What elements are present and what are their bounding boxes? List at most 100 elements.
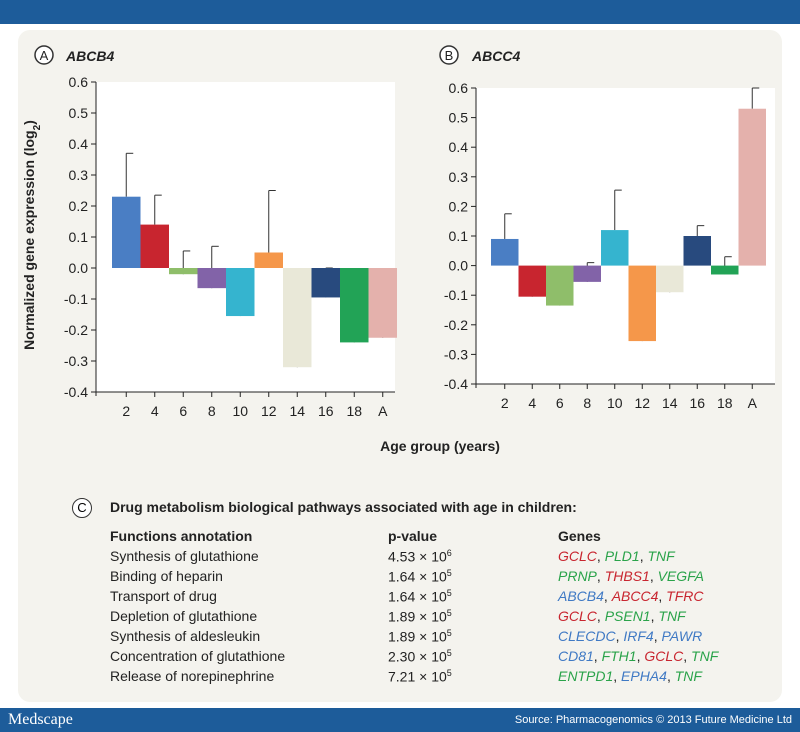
y-tick-label: -0.2 — [64, 322, 88, 338]
table-row: Synthesis of glutathione 4.53 × 106 GCLC, … — [110, 548, 770, 568]
gene-name: TFRC — [666, 588, 704, 604]
bar-14 — [656, 265, 684, 293]
function-cell: Depletion of glutathione — [110, 608, 258, 624]
gene-name: GCLC — [644, 648, 684, 664]
pvalue-cell: 7.21 × 105 — [388, 668, 452, 685]
header-bar — [0, 0, 800, 24]
pvalue-exponent: 5 — [446, 568, 452, 578]
bar-14 — [283, 268, 312, 368]
gene-name: VEGFA — [657, 568, 705, 584]
bar-8 — [573, 265, 601, 282]
genes-cell: GCLC, PLD1, TNF — [558, 548, 675, 564]
y-tick-label: -0.1 — [64, 291, 88, 307]
bar-4 — [140, 224, 169, 268]
charts-svg: A ABCB4 B ABCC4 Normalized gene expressi… — [21, 45, 775, 454]
gene-separator: , — [636, 648, 645, 664]
table-title: Drug metabolism biological pathways asso… — [110, 499, 577, 515]
x-tick-label: 16 — [318, 403, 334, 419]
chart-a-title: ABCB4 — [65, 48, 114, 64]
bar-2 — [491, 238, 519, 266]
bar-10 — [601, 230, 629, 266]
panel-b-circle — [439, 45, 459, 65]
gene-separator: , — [683, 648, 692, 664]
gene-name: PAWR — [661, 628, 703, 644]
y-tick-label: 0.2 — [449, 198, 469, 214]
gene-name: PSEN1 — [604, 608, 651, 624]
x-axis-label: Age group (years) — [380, 438, 500, 454]
y-tick-label: 0.4 — [449, 139, 469, 155]
y-tick-label: 0.2 — [69, 198, 89, 214]
panel-a-circle — [34, 45, 54, 65]
panel-a-label: A — [40, 48, 49, 63]
header-genes: Genes — [558, 528, 601, 544]
gene-name: ABCC4 — [611, 588, 659, 604]
x-tick-label: 12 — [261, 403, 277, 419]
bar-2 — [112, 196, 141, 268]
genes-cell: GCLC, PSEN1, TNF — [558, 608, 686, 624]
genes-cell: CD81, FTH1, GCLC, TNF — [558, 648, 718, 664]
table-row: Release of norepinephrine 7.21 × 105 ENTPD… — [110, 668, 770, 688]
table-row: Depletion of glutathione 1.89 × 105 GCLC, … — [110, 608, 770, 628]
panel-c-circle: C — [72, 498, 92, 518]
pvalue-exponent: 5 — [446, 588, 452, 598]
gene-name: EPHA4 — [621, 668, 667, 684]
gene-separator: , — [649, 568, 658, 584]
x-tick-label: 14 — [289, 403, 305, 419]
y-tick-label: 0.0 — [69, 260, 89, 276]
y-tick-label: 0.6 — [449, 80, 469, 96]
y-tick-label: 0.3 — [449, 169, 469, 185]
bar-16 — [311, 268, 340, 298]
bar-6 — [169, 268, 198, 275]
x-tick-label: 14 — [662, 395, 678, 411]
gene-name: ENTPD1 — [558, 668, 614, 684]
x-tick-label: 6 — [179, 403, 187, 419]
y-tick-label: 0.0 — [449, 258, 469, 274]
x-tick-label: 10 — [232, 403, 248, 419]
gene-name: GCLC — [558, 608, 597, 624]
x-tick-label: 18 — [717, 395, 733, 411]
table-row: Binding of heparin 1.64 × 105 PRNP, THBS1,… — [110, 568, 770, 588]
gene-name: CLECDC — [558, 628, 616, 644]
y-tick-label: -0.3 — [444, 346, 468, 362]
bar-8 — [197, 268, 226, 289]
genes-cell: ABCB4, ABCC4, TFRC — [558, 588, 704, 604]
bar-4 — [518, 265, 546, 297]
y-tick-label: -0.4 — [64, 384, 88, 400]
gene-name: TNF — [647, 548, 675, 564]
x-tick-label: 4 — [528, 395, 536, 411]
gene-name: THBS1 — [604, 568, 650, 584]
x-tick-label: A — [378, 403, 388, 419]
x-tick-label: 2 — [501, 395, 509, 411]
pvalue-exponent: 6 — [446, 548, 452, 558]
x-tick-label: 4 — [151, 403, 159, 419]
gene-name: PLD1 — [604, 548, 640, 564]
bar-18 — [340, 268, 369, 343]
pvalue-cell: 1.64 × 105 — [388, 568, 452, 585]
bar-A — [368, 268, 397, 338]
x-tick-label: 6 — [556, 395, 564, 411]
bar-12 — [628, 265, 656, 342]
gene-name: GCLC — [558, 548, 597, 564]
x-tick-label: 18 — [346, 403, 362, 419]
table-header-row: Functions annotation p-value Genes — [110, 528, 770, 548]
pvalue-exponent: 5 — [446, 668, 452, 678]
gene-name: TNF — [658, 608, 686, 624]
gene-separator: , — [596, 548, 605, 564]
x-tick-label: 12 — [634, 395, 650, 411]
pvalue-exponent: 5 — [446, 648, 452, 658]
genes-cell: ENTPD1, EPHA4, TNF — [558, 668, 702, 684]
y-tick-label: -0.1 — [444, 287, 468, 303]
function-cell: Transport of drug — [110, 588, 217, 604]
function-cell: Binding of heparin — [110, 568, 223, 584]
y-tick-label: 0.5 — [449, 110, 469, 126]
gene-separator: , — [596, 608, 605, 624]
y-tick-label: -0.4 — [444, 376, 468, 392]
gene-name: CD81 — [558, 648, 594, 664]
function-cell: Release of norepinephrine — [110, 668, 275, 684]
gene-separator: , — [596, 568, 605, 584]
x-tick-label: 2 — [122, 403, 130, 419]
y-tick-label: 0.6 — [69, 74, 89, 90]
medscape-logo: Medscape — [8, 711, 73, 728]
pvalue-cell: 1.64 × 105 — [388, 588, 452, 605]
bar-A — [738, 108, 766, 266]
